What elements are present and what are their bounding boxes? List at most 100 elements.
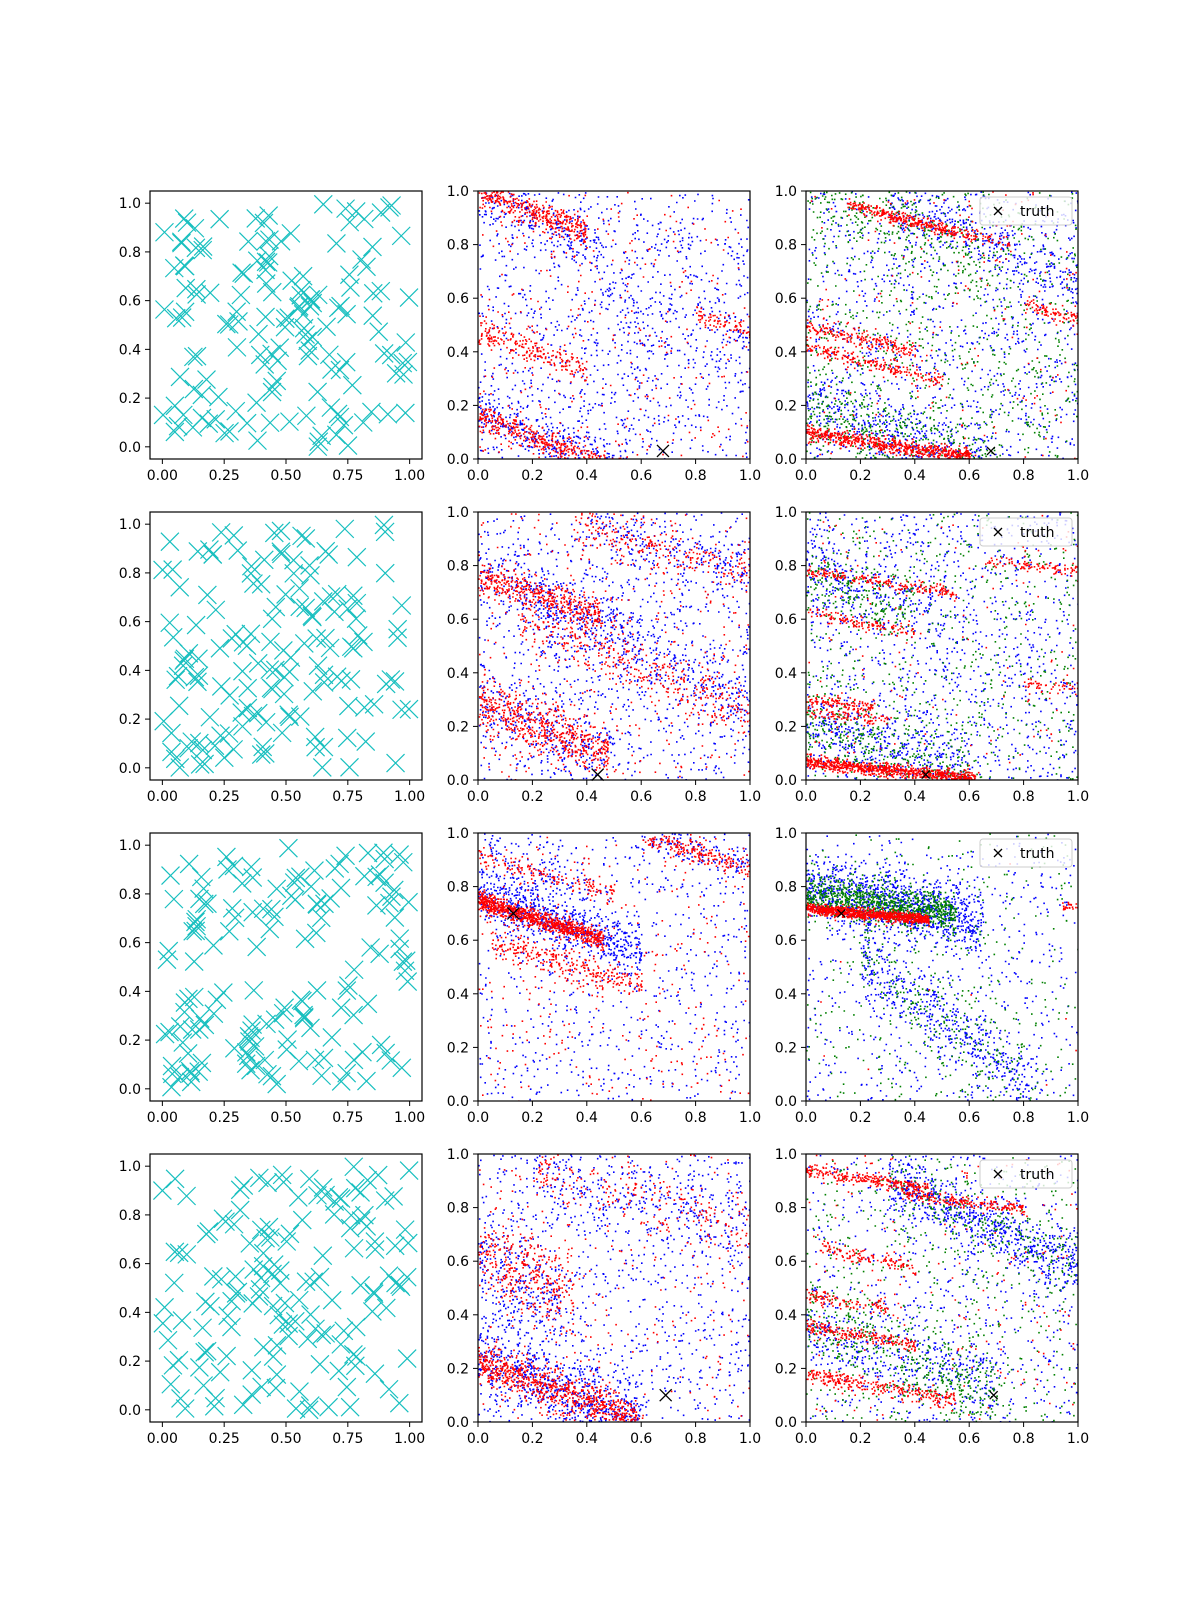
x-marker-point: [214, 748, 234, 768]
x-marker-point: [267, 371, 287, 391]
scatter-series-points: [806, 863, 1078, 1086]
legend-box: [979, 517, 1073, 547]
x-marker-point: [259, 206, 279, 225]
x-marker-point: [312, 426, 332, 446]
x-marker-point: [305, 861, 324, 881]
x-marker-point: [351, 1183, 370, 1202]
x-marker-point: [228, 1282, 248, 1302]
x-marker-point: [256, 231, 276, 251]
y-tick-label: 0.0: [775, 1094, 797, 1110]
y-tick-label: 0.2: [447, 398, 469, 414]
x-tick-label: 0.0: [795, 789, 817, 805]
y-tick-label: 0.8: [119, 887, 141, 903]
subplot-r2-c1: 0.0 0.2 0.4 0.6 0.8 1.0 0.0 0.2 0.4 0.6 0.8 1.0: [447, 826, 761, 1126]
x-marker-point: [172, 308, 192, 327]
x-marker-point: [300, 341, 320, 361]
x-marker-point: [183, 417, 203, 437]
y-tick-label: 0.2: [119, 391, 141, 407]
x-marker-point: [289, 1290, 309, 1310]
x-marker-point: [239, 1026, 259, 1046]
x-marker-point: [189, 1062, 209, 1082]
x-marker-point: [282, 271, 302, 291]
x-marker-point: [395, 403, 415, 423]
x-marker-point: [205, 736, 225, 756]
x-marker-point: [337, 728, 357, 748]
x-marker-point: [284, 563, 304, 583]
y-tick-label: 0.0: [119, 440, 141, 456]
x-marker-point: [289, 1051, 309, 1071]
x-marker-point: [224, 526, 244, 545]
x-marker-point: [324, 1205, 344, 1224]
legend: truth: [979, 196, 1073, 226]
x-marker-point: [203, 1267, 223, 1286]
x-marker-point: [246, 1056, 266, 1076]
x-tick-label: 0.8: [684, 789, 706, 805]
x-marker-point: [381, 345, 401, 365]
x-tick-label: 0.2: [521, 1110, 543, 1126]
legend-label: truth: [1020, 204, 1054, 220]
x-marker-point: [238, 232, 258, 252]
x-marker-point: [270, 1261, 290, 1281]
x-marker-point: [288, 1188, 308, 1207]
x-marker-point: [344, 1238, 364, 1258]
x-marker-point: [338, 696, 358, 716]
x-tick-label: 1.00: [394, 468, 425, 484]
legend: truth: [979, 838, 1073, 868]
x-tick-label: 0.0: [795, 1110, 817, 1126]
x-marker-point: [261, 678, 281, 698]
x-marker-point: [200, 707, 220, 727]
x-marker-point: [398, 1233, 418, 1253]
x-marker-point: [279, 1326, 299, 1346]
x-marker-point: [187, 916, 207, 936]
y-tick-label: 1.0: [775, 1147, 797, 1163]
x-marker-point: [162, 1056, 182, 1076]
x-marker-point: [224, 1214, 244, 1234]
scatter-series-points: [806, 191, 1078, 459]
x-marker-point: [268, 351, 288, 371]
x-marker-point: [374, 843, 393, 863]
axes-frame: [477, 511, 751, 781]
x-marker-point: [177, 213, 197, 233]
x-marker-point: [328, 404, 348, 424]
x-marker-point: [375, 563, 395, 583]
x-marker-point: [321, 587, 341, 606]
x-marker-point: [389, 1393, 409, 1413]
y-tick-label: 0.6: [447, 291, 469, 307]
x-marker-point: [273, 641, 293, 660]
x-marker-point: [340, 1397, 360, 1417]
x-marker-point: [190, 889, 209, 909]
x-marker-point: [273, 1003, 293, 1023]
x-marker-point: [320, 638, 340, 658]
x-marker-point: [346, 1347, 366, 1366]
x-marker-point: [262, 609, 282, 629]
x-marker-point: [363, 306, 383, 326]
x-marker-point: [327, 584, 347, 604]
x-marker-point: [292, 526, 311, 546]
x-marker-point: [365, 1232, 385, 1252]
plot-area: [478, 833, 750, 1101]
legend-truth-marker: [993, 848, 1003, 858]
x-marker-point: [255, 355, 275, 374]
y-tick-label: 0.6: [447, 612, 469, 628]
x-marker-point: [275, 998, 295, 1018]
x-marker-point: [219, 724, 239, 743]
x-marker-point: [189, 733, 209, 753]
x-marker-point: [186, 615, 206, 635]
x-marker-point: [208, 387, 228, 407]
x-marker-point: [336, 846, 355, 866]
y-tick-label: 0.2: [775, 1361, 797, 1377]
y-tick-label: 0.8: [775, 559, 797, 575]
x-marker-point: [262, 1066, 282, 1086]
x-tick-label: 1.0: [1067, 789, 1089, 805]
x-marker-point: [179, 989, 198, 1009]
y-tick-label: 0.8: [447, 559, 469, 575]
x-marker-point: [307, 894, 327, 914]
x-marker-point: [179, 854, 199, 874]
x-marker-point: [197, 1341, 217, 1361]
y-tick-label: 1.0: [447, 505, 469, 521]
subplot-r2-c2: 0.0 0.2 0.4 0.6 0.8 1.0 0.0 0.2 0.4 0.6 0.8 1.0 trut…: [775, 826, 1089, 1126]
x-marker-point: [307, 981, 327, 1000]
x-marker-point: [281, 886, 301, 906]
x-marker-point: [192, 385, 212, 405]
x-marker-point: [154, 711, 174, 731]
